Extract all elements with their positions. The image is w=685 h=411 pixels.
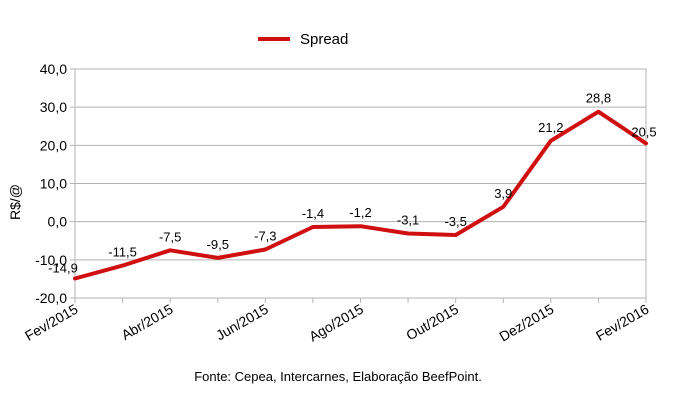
x-tick-label: Out/2015 [403, 301, 461, 344]
x-tick-label: Abr/2015 [118, 301, 175, 343]
x-tick-label: Fev/2016 [593, 301, 652, 344]
x-tick-label: Fev/2015 [22, 301, 81, 344]
source-note: Fonte: Cepea, Intercarnes, Elaboração Be… [194, 369, 482, 384]
x-tick-label: Dez/2015 [496, 301, 556, 345]
data-label: -3,1 [397, 212, 419, 227]
legend: Spread [258, 31, 348, 48]
y-axis-label: R$/@ [7, 184, 23, 220]
y-tick-label: 20,0 [40, 137, 67, 153]
data-label: 21,2 [538, 120, 563, 135]
y-tick-label: 10,0 [40, 176, 67, 192]
data-label: -3,5 [444, 214, 466, 229]
data-label-layer: -14,9 -11,5 -7,5 -9,5 -7,3 -1,4 -1,2 -3,1 -3,5 3,… [48, 91, 656, 276]
x-tick-label: Jun/2015 [213, 301, 271, 344]
y-tick-label: -10,0 [35, 252, 67, 268]
series-line-spread [73, 109, 648, 281]
data-label: -1,4 [302, 206, 324, 221]
data-label: 28,8 [586, 91, 611, 106]
data-label: 3,9 [494, 186, 512, 201]
data-label: -14,9 [48, 261, 78, 276]
data-label: -9,5 [207, 237, 229, 252]
y-tick-label: 0,0 [48, 214, 68, 230]
legend-label-spread: Spread [300, 31, 348, 48]
grid-layer [74, 68, 647, 299]
y-tick-label: -20,0 [35, 290, 67, 306]
data-label: -7,5 [159, 229, 181, 244]
data-label: -11,5 [108, 245, 137, 260]
data-label: -7,3 [254, 229, 276, 244]
y-tick-label: 40,0 [40, 61, 67, 77]
x-tick-label: Ago/2015 [306, 301, 366, 345]
data-label: 20,5 [631, 124, 656, 139]
data-label: -1,2 [349, 205, 371, 220]
series-layer [73, 109, 648, 281]
y-tick-label: 30,0 [40, 99, 67, 115]
